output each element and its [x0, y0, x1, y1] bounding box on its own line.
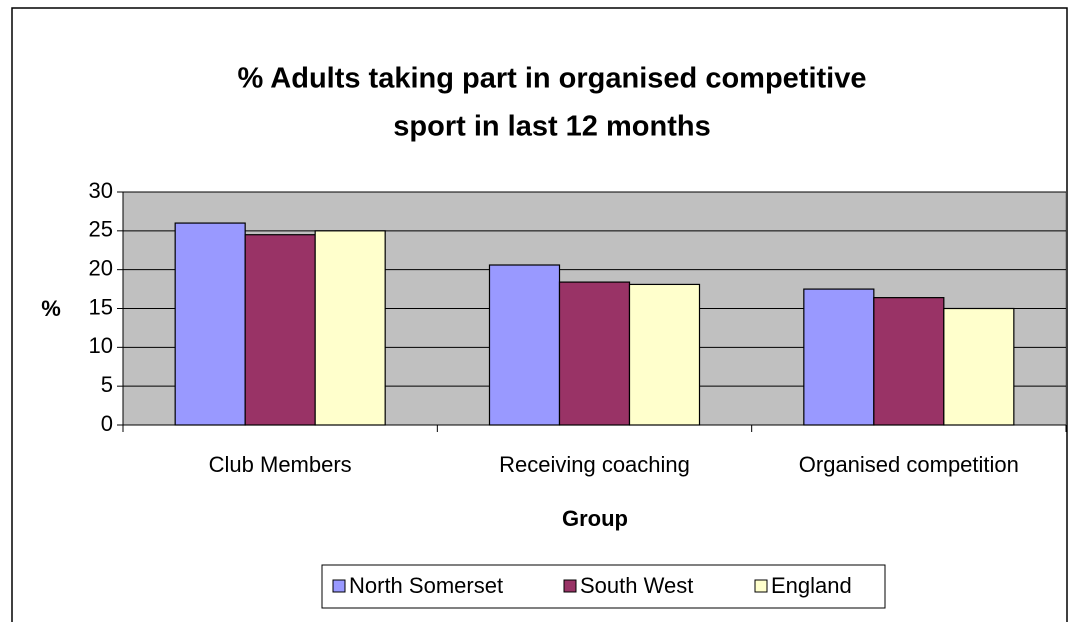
- x-axis-label: Group: [562, 506, 628, 531]
- bar: [174, 222, 246, 426]
- y-tick-label: 10: [89, 333, 113, 358]
- legend-swatch: [563, 579, 577, 593]
- y-tick-label: 15: [89, 294, 113, 319]
- bar: [873, 297, 945, 426]
- y-tick-label: 20: [89, 255, 113, 280]
- bar: [943, 307, 1015, 426]
- legend-swatch: [754, 579, 768, 593]
- bar: [314, 230, 386, 426]
- y-tick-label: 5: [101, 372, 113, 397]
- chart-title: % Adults taking part in organised compet…: [238, 63, 867, 95]
- y-tick-label: 0: [101, 411, 113, 436]
- bar: [488, 264, 561, 426]
- y-axis-label: %: [41, 296, 61, 321]
- x-tick-label: Receiving coaching: [499, 452, 690, 477]
- legend-label: South West: [580, 573, 693, 598]
- y-tick-label: 30: [89, 178, 113, 203]
- legend-label: North Somerset: [349, 573, 503, 598]
- bar: [244, 234, 316, 426]
- x-tick-label: Organised competition: [799, 452, 1019, 477]
- bar: [803, 288, 875, 426]
- chart-title: sport in last 12 months: [393, 111, 710, 143]
- legend-swatch: [332, 579, 346, 593]
- bar: [628, 283, 701, 426]
- bar: [558, 281, 631, 426]
- x-tick-label: Club Members: [209, 452, 352, 477]
- legend-box: [321, 564, 886, 609]
- legend-label: England: [771, 573, 852, 598]
- y-tick-label: 25: [89, 217, 113, 242]
